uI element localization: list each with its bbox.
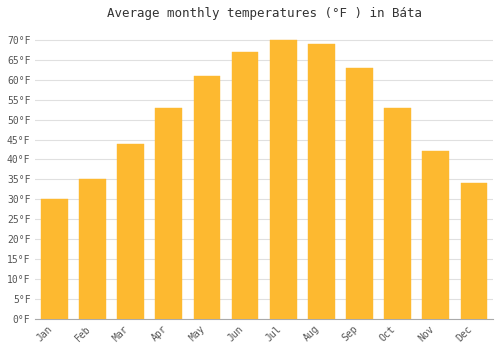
Bar bbox=[79, 179, 106, 318]
Bar bbox=[118, 144, 144, 318]
Bar bbox=[422, 152, 449, 318]
Bar bbox=[270, 40, 296, 318]
Bar bbox=[194, 76, 220, 318]
Bar bbox=[346, 68, 373, 318]
Bar bbox=[156, 108, 182, 319]
Bar bbox=[384, 108, 411, 319]
Bar bbox=[460, 183, 487, 318]
Bar bbox=[232, 52, 258, 318]
Bar bbox=[41, 199, 68, 318]
Title: Average monthly temperatures (°F ) in Báta: Average monthly temperatures (°F ) in Bá… bbox=[106, 7, 422, 20]
Bar bbox=[308, 44, 335, 319]
